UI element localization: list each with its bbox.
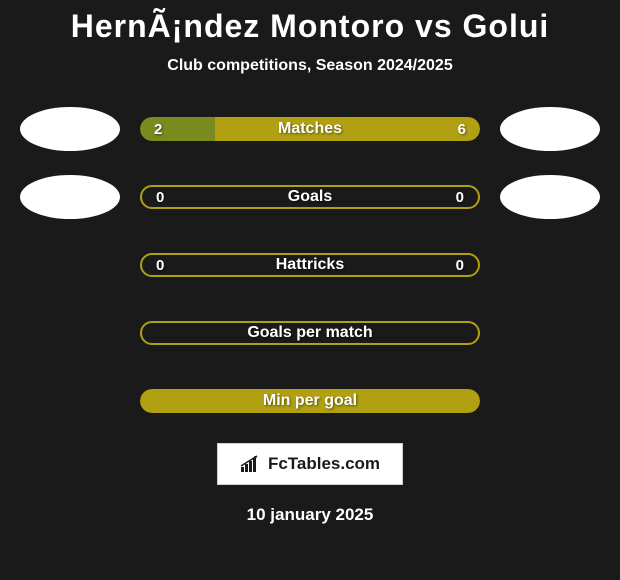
stat-row: Min per goal bbox=[0, 379, 620, 423]
stat-label: Matches bbox=[140, 120, 480, 138]
stat-rows: 26Matches 00Goals 00Hattricks Goals per mat… bbox=[0, 107, 620, 423]
stat-bar: 00Goals bbox=[140, 185, 480, 209]
stat-bar: 26Matches bbox=[140, 117, 480, 141]
subtitle: Club competitions, Season 2024/2025 bbox=[0, 57, 620, 75]
stat-bar: 00Hattricks bbox=[140, 253, 480, 277]
player-right-avatar bbox=[500, 175, 600, 219]
player-left-avatar bbox=[20, 107, 120, 151]
page-title: HernÃ¡ndez Montoro vs Golui bbox=[0, 8, 620, 45]
stat-row: 00Goals bbox=[0, 175, 620, 219]
chart-icon bbox=[240, 455, 262, 473]
stat-label: Min per goal bbox=[140, 392, 480, 410]
stat-bar: Min per goal bbox=[140, 389, 480, 413]
stat-label: Hattricks bbox=[142, 256, 478, 274]
player-left-avatar bbox=[20, 175, 120, 219]
stat-row: 26Matches bbox=[0, 107, 620, 151]
stat-row: 00Hattricks bbox=[0, 243, 620, 287]
stat-bar: Goals per match bbox=[140, 321, 480, 345]
badge-text: FcTables.com bbox=[268, 454, 380, 474]
stat-label: Goals bbox=[142, 188, 478, 206]
badge-wrap: FcTables.com bbox=[0, 443, 620, 485]
source-badge[interactable]: FcTables.com bbox=[217, 443, 403, 485]
date-label: 10 january 2025 bbox=[0, 505, 620, 525]
stat-row: Goals per match bbox=[0, 311, 620, 355]
comparison-container: HernÃ¡ndez Montoro vs Golui Club competi… bbox=[0, 0, 620, 525]
player-right-avatar bbox=[500, 107, 600, 151]
stat-label: Goals per match bbox=[142, 324, 478, 342]
